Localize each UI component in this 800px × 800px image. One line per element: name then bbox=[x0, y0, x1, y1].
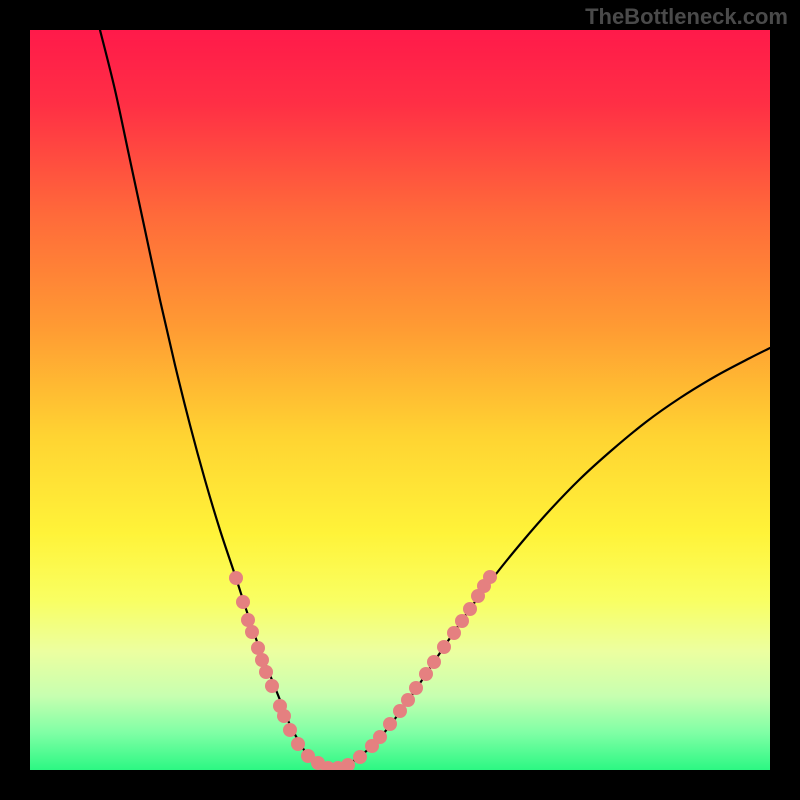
data-dot bbox=[236, 595, 250, 609]
data-dot bbox=[483, 570, 497, 584]
curve-layer bbox=[30, 30, 770, 770]
data-dot bbox=[229, 571, 243, 585]
data-dot bbox=[353, 750, 367, 764]
data-dot bbox=[283, 723, 297, 737]
data-dot bbox=[259, 665, 273, 679]
data-dot bbox=[447, 626, 461, 640]
data-dot bbox=[383, 717, 397, 731]
data-dot bbox=[419, 667, 433, 681]
data-dot bbox=[251, 641, 265, 655]
data-dot bbox=[373, 730, 387, 744]
dot-series bbox=[229, 570, 497, 770]
data-dot bbox=[409, 681, 423, 695]
data-dot bbox=[265, 679, 279, 693]
data-dot bbox=[463, 602, 477, 616]
data-dot bbox=[277, 709, 291, 723]
data-dot bbox=[245, 625, 259, 639]
data-dot bbox=[455, 614, 469, 628]
data-dot bbox=[291, 737, 305, 751]
plot-area bbox=[30, 30, 770, 770]
data-dot bbox=[437, 640, 451, 654]
chart-frame: TheBottleneck.com bbox=[0, 0, 800, 800]
data-dot bbox=[241, 613, 255, 627]
data-dot bbox=[341, 758, 355, 770]
data-dot bbox=[255, 653, 269, 667]
watermark-text: TheBottleneck.com bbox=[585, 4, 788, 30]
data-dot bbox=[427, 655, 441, 669]
data-dot bbox=[401, 693, 415, 707]
left-curve bbox=[100, 30, 332, 769]
